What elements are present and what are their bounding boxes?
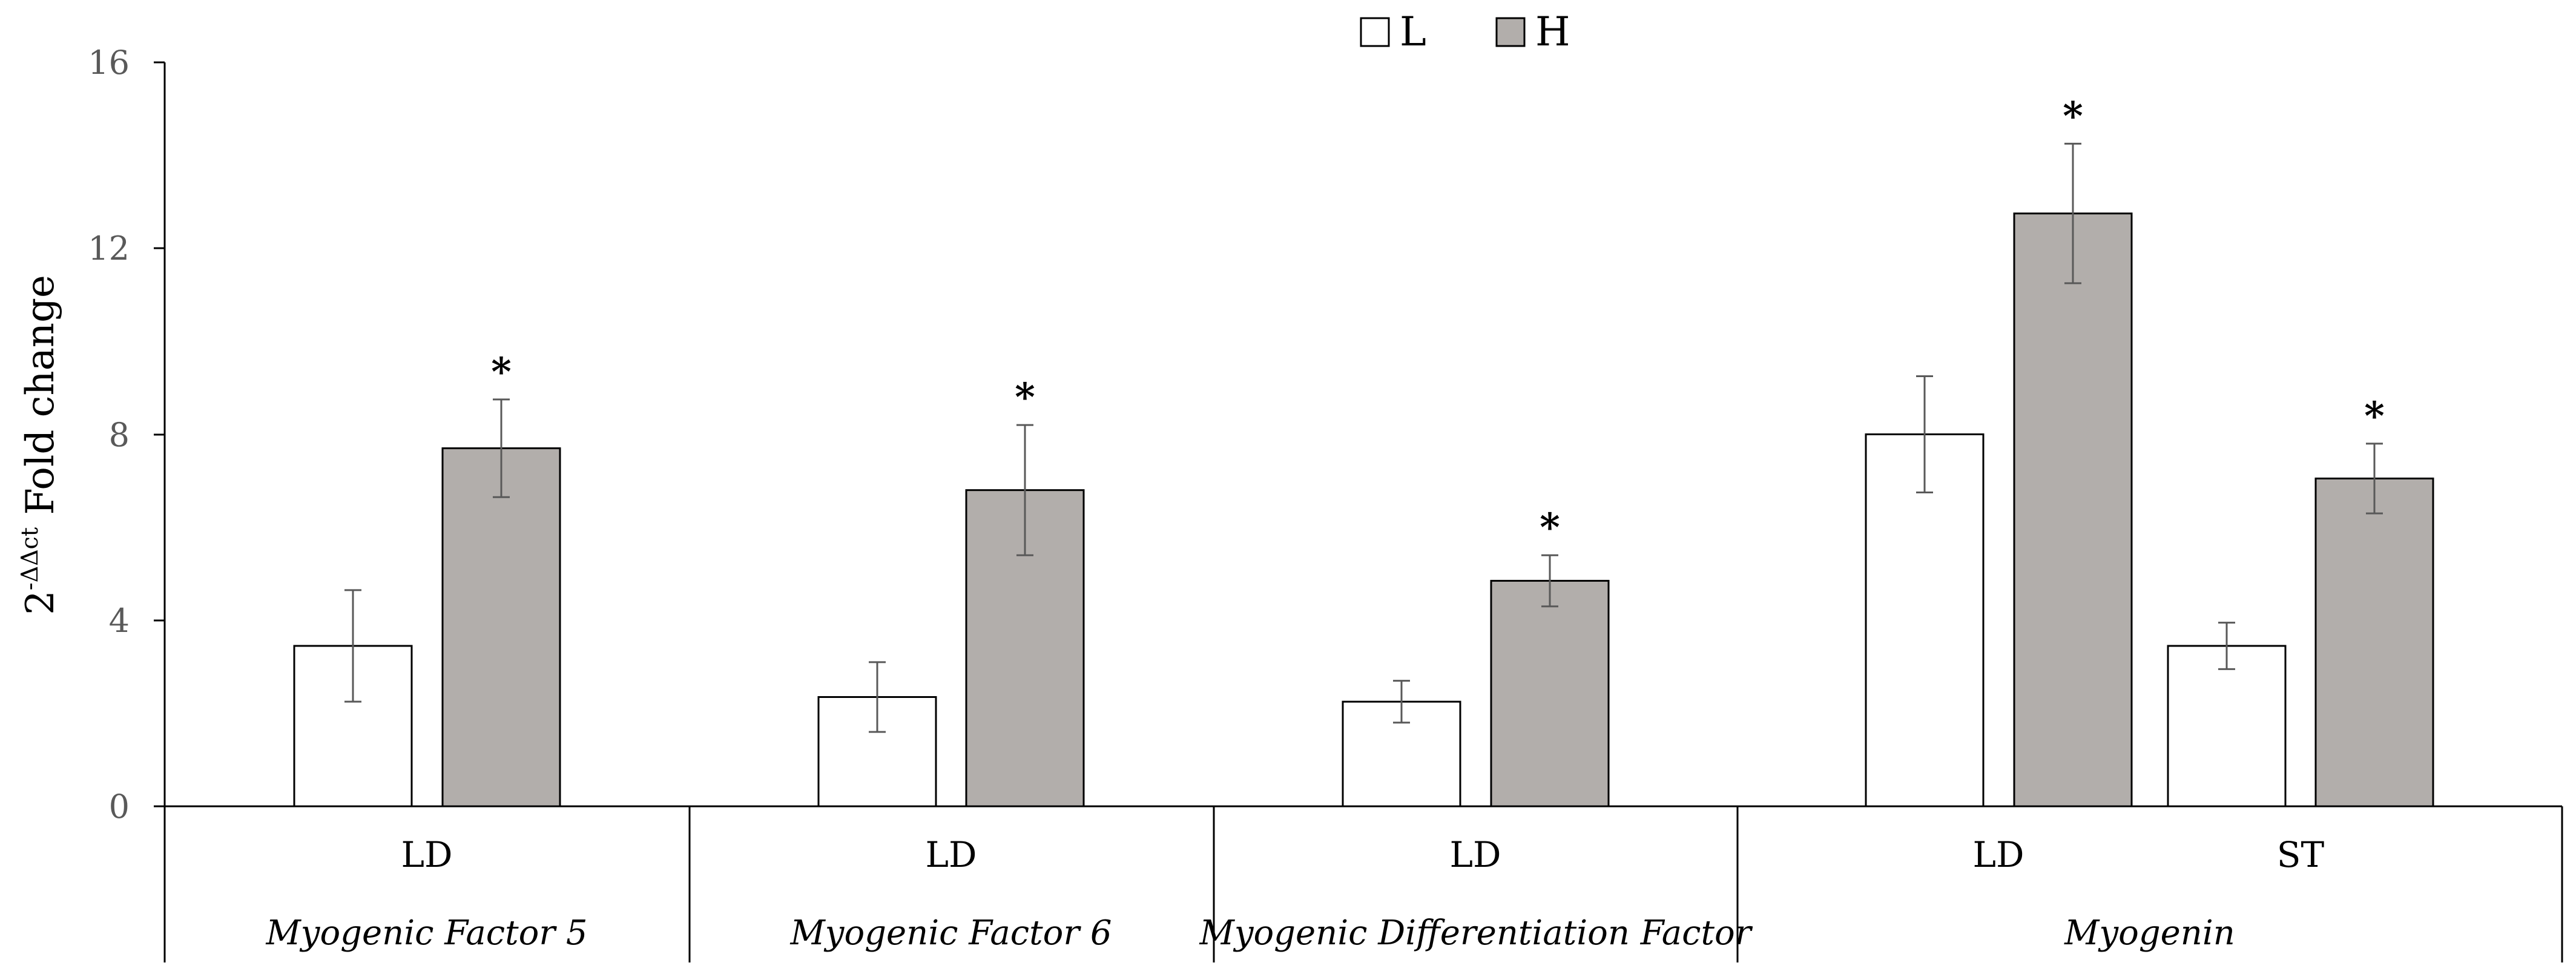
bar-h-st <box>2314 477 2434 808</box>
gene-label: Myogenic Factor 6 <box>789 913 1112 953</box>
bar-h-ld <box>2013 212 2133 808</box>
bars: * * * * * <box>293 93 2434 808</box>
y-tick-label: 12 <box>88 229 130 268</box>
significance-marker: * <box>2364 393 2384 439</box>
legend-swatch-l <box>1360 17 1390 47</box>
error-bar <box>1916 375 1933 494</box>
y-axis-title-superscript: -ΔΔct <box>16 527 43 590</box>
y-axis-title-label: Fold change <box>18 275 63 515</box>
tissue-label: LD <box>401 834 452 875</box>
error-bar <box>493 398 510 498</box>
error-bar <box>1016 424 1033 556</box>
legend-swatch-h <box>1495 17 1526 47</box>
gene-label: Myogenic Factor 5 <box>265 913 587 953</box>
bar-h-ld <box>1490 579 1610 808</box>
bar-l-ld <box>1865 433 1985 808</box>
y-axis-title-base: 2 <box>18 590 63 615</box>
y-tick-label: 0 <box>109 788 130 826</box>
gene-labels: Myogenic Factor 5 Myogenic Factor 6 Myog… <box>265 913 2235 953</box>
y-tick-label: 8 <box>109 416 130 454</box>
error-bar <box>2218 622 2235 670</box>
y-axis-title-suffix <box>18 515 63 527</box>
y-tick-label: 16 <box>88 44 130 82</box>
error-bar <box>344 589 361 703</box>
tissue-labels: LD LD LD LD ST <box>401 834 2324 875</box>
significance-marker: * <box>1540 505 1560 550</box>
y-axis-ticks: 0 4 8 12 16 <box>88 44 165 826</box>
error-bar <box>1393 680 1410 724</box>
y-tick-label: 4 <box>109 602 130 640</box>
bar-l-st <box>2167 645 2287 808</box>
tissue-label: ST <box>2277 834 2325 875</box>
legend-label-h: H <box>1535 8 1570 55</box>
tissue-label: LD <box>1449 834 1501 875</box>
gene-label: Myogenin <box>2064 913 2235 953</box>
error-bar <box>2064 142 2081 285</box>
error-bar <box>869 661 886 733</box>
significance-marker: * <box>2063 93 2083 139</box>
bar-h-ld <box>441 447 561 808</box>
y-axis-title-text: 2-ΔΔct Fold change <box>16 275 63 615</box>
tissue-label: LD <box>925 834 977 875</box>
significance-marker: * <box>1015 375 1035 420</box>
significance-marker: * <box>491 349 511 395</box>
tissue-label: LD <box>1972 834 2024 875</box>
gene-label: Myogenic Differentiation Factor <box>1199 913 1753 953</box>
legend: L H <box>1360 8 1570 55</box>
error-bar <box>2366 442 2383 515</box>
error-bar <box>1541 554 1558 608</box>
y-axis-title: 2-ΔΔct Fold change <box>16 275 63 615</box>
legend-label-l: L <box>1400 8 1426 55</box>
